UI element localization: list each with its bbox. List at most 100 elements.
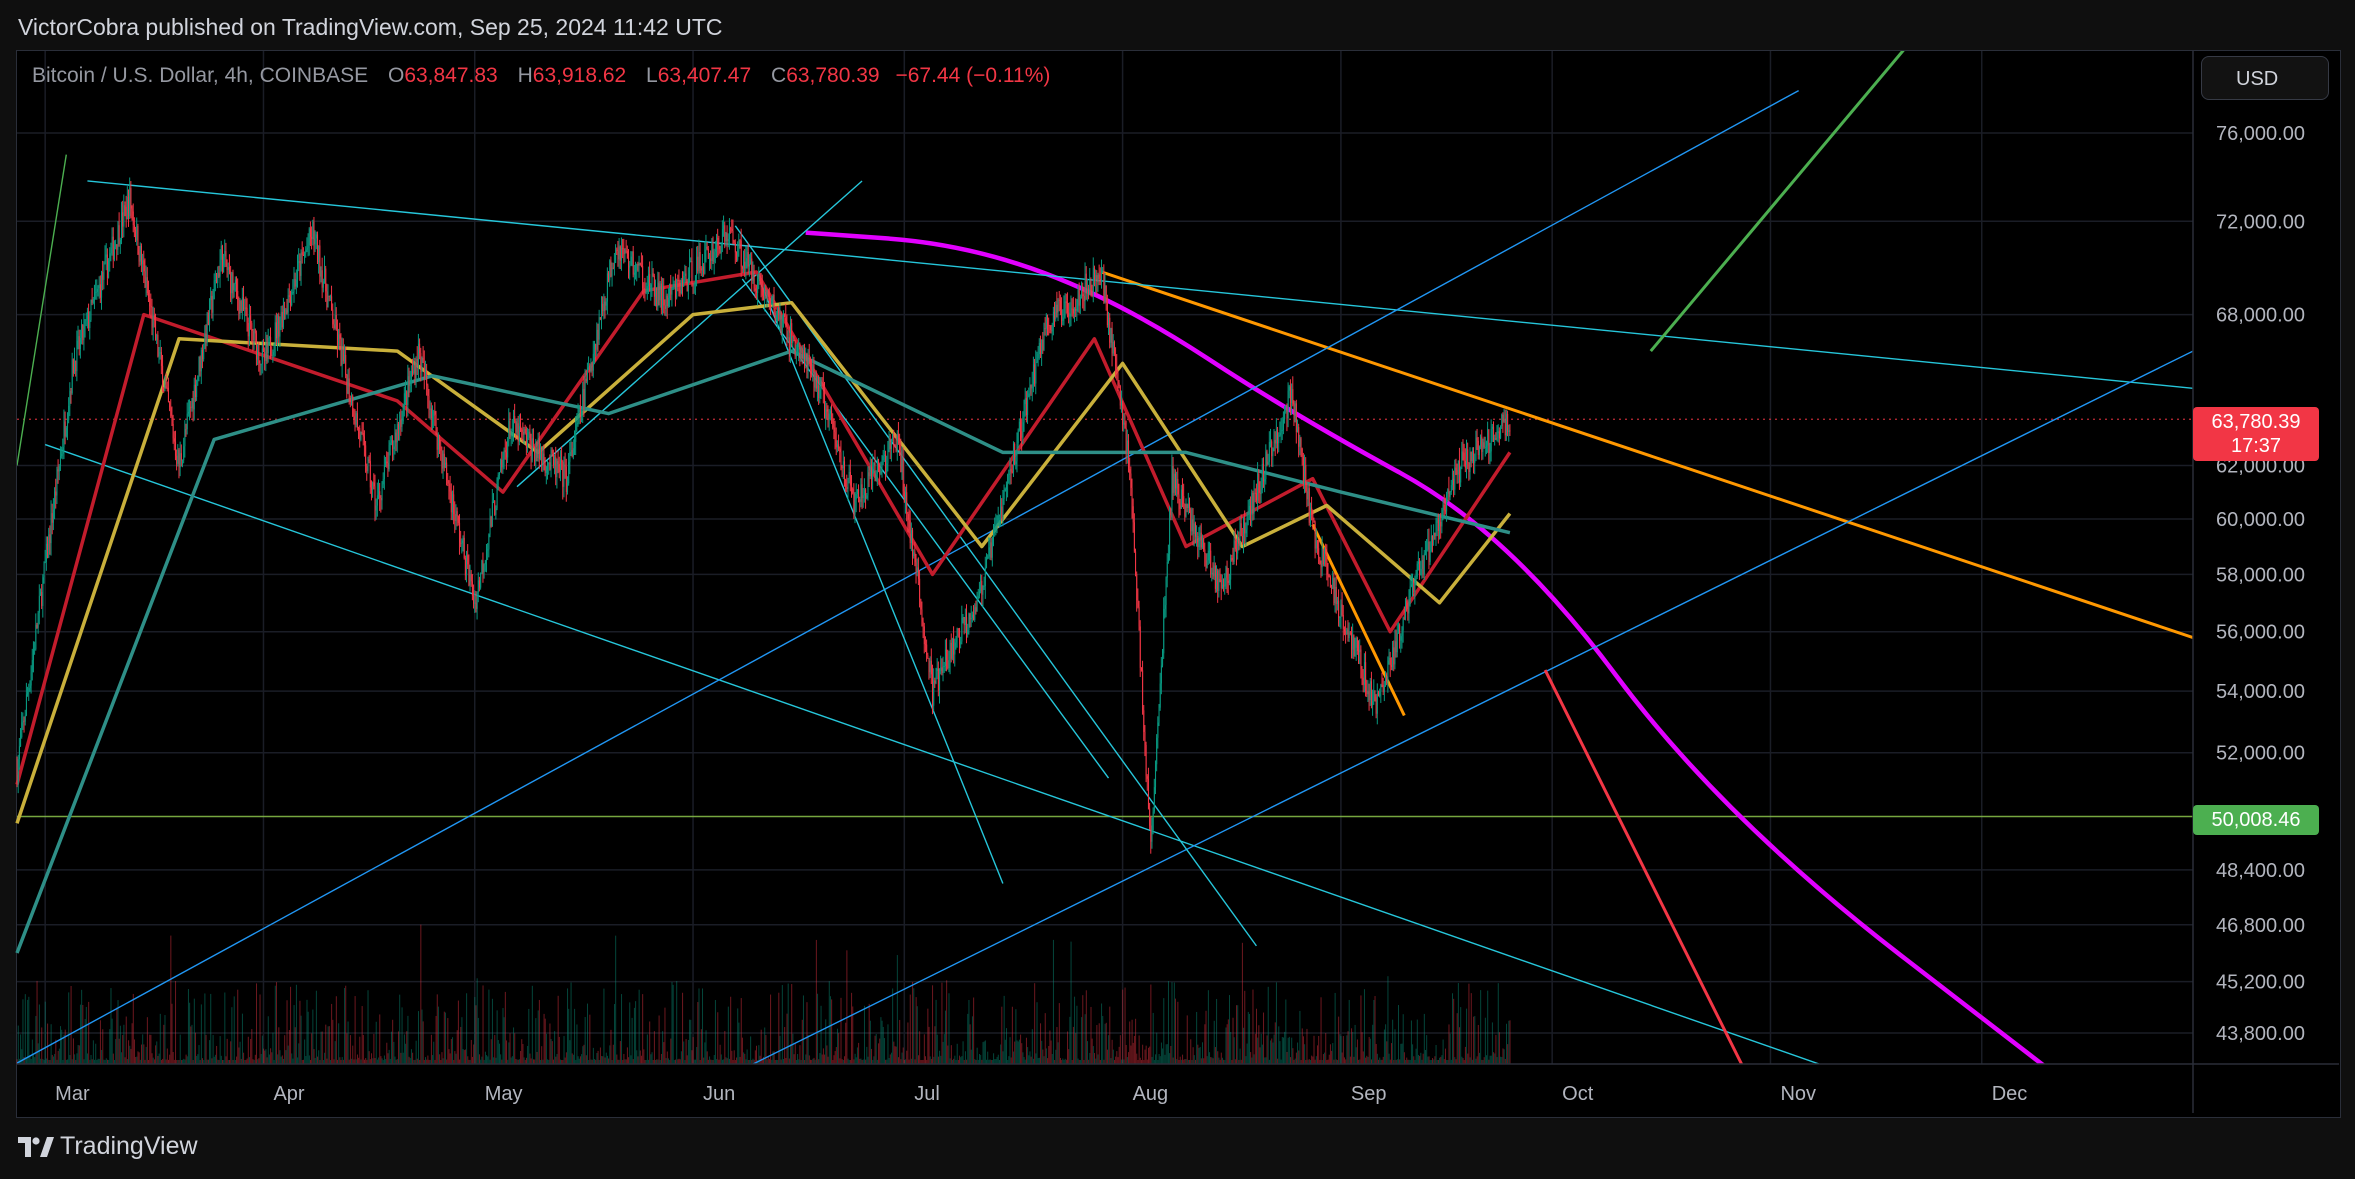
volume-bar — [764, 1027, 766, 1064]
volume-bar — [444, 1012, 446, 1064]
volume-bar — [167, 1059, 169, 1064]
volume-bar — [199, 1059, 201, 1064]
volume-bar — [1220, 1052, 1222, 1064]
volume-bar — [1184, 1059, 1186, 1064]
candle-body — [1332, 577, 1334, 589]
volume-bar — [144, 1059, 146, 1064]
candle-body — [1015, 461, 1017, 465]
candle-body — [1108, 317, 1110, 326]
volume-bar — [378, 1057, 380, 1064]
candle-body — [347, 378, 349, 394]
candle-body — [394, 432, 396, 447]
volume-bar — [207, 1059, 209, 1064]
volume-bar — [1420, 1052, 1422, 1064]
volume-bar — [698, 988, 700, 1064]
candle-body — [1214, 565, 1216, 589]
volume-bar — [648, 1059, 650, 1064]
candle-body — [1237, 540, 1239, 554]
candle-body — [202, 349, 204, 360]
volume-bar — [1129, 1021, 1131, 1064]
volume-bar — [1371, 1059, 1373, 1064]
candle-body — [23, 720, 25, 722]
candle-body — [731, 229, 733, 231]
candle-body — [670, 284, 672, 295]
candle-body — [1425, 550, 1427, 554]
candle-body — [367, 459, 369, 472]
volume-bar — [1072, 1026, 1074, 1064]
volume-bar — [40, 1058, 42, 1064]
volume-bar — [900, 1059, 902, 1064]
candle-body — [741, 266, 743, 269]
candle-body — [537, 438, 539, 458]
candle-body — [629, 265, 631, 268]
volume-bar — [133, 1039, 135, 1064]
volume-bar — [879, 1038, 881, 1064]
candle-body — [720, 243, 722, 254]
volume-bar — [469, 1059, 471, 1064]
volume-bar — [1362, 1051, 1364, 1064]
candle-body — [259, 363, 261, 365]
volume-bar — [979, 1053, 981, 1064]
candle-body — [1103, 271, 1105, 303]
volume-bar — [637, 1056, 639, 1064]
volume-bar — [112, 1053, 114, 1064]
volume-bar — [1075, 1033, 1077, 1064]
volume-bar — [426, 1059, 428, 1064]
volume-bar — [1333, 1059, 1335, 1064]
candle-body — [178, 449, 180, 468]
volume-bar — [1366, 1055, 1368, 1064]
candle-body — [135, 229, 137, 241]
volume-bar — [22, 999, 24, 1064]
candle-body — [1078, 290, 1080, 306]
candle-body — [1298, 427, 1300, 447]
currency-button[interactable]: USD — [2201, 56, 2329, 100]
volume-bar — [555, 1056, 557, 1064]
low-label: L — [646, 64, 658, 87]
volume-bar — [109, 1029, 111, 1064]
candle-body — [275, 322, 277, 339]
candle-body — [617, 250, 619, 260]
volume-bar — [498, 1043, 500, 1064]
candle-body — [138, 254, 140, 262]
candle-body — [1163, 608, 1165, 654]
volume-bar — [1374, 996, 1376, 1064]
candle-body — [306, 247, 308, 250]
high-value: 63,918.62 — [532, 64, 627, 87]
candle-body — [799, 348, 801, 360]
volume-bar — [302, 1059, 304, 1064]
volume-bar — [1306, 1028, 1308, 1064]
candle-body — [719, 249, 721, 254]
candle-body — [797, 349, 799, 352]
volume-bar — [1217, 1051, 1219, 1064]
candle-body — [252, 330, 254, 341]
symbol-legend[interactable]: Bitcoin / U.S. Dollar, 4h, COINBASE O63,… — [32, 64, 1050, 88]
volume-bar — [578, 1058, 580, 1064]
volume-bar — [155, 1045, 157, 1064]
candle-body — [1362, 677, 1364, 685]
trend-line — [741, 278, 1110, 779]
volume-bar — [1038, 1057, 1040, 1064]
volume-bar — [1274, 1022, 1276, 1064]
candle-body — [1469, 452, 1471, 473]
candle-body — [426, 372, 428, 386]
candle-body — [88, 311, 90, 329]
candle-body — [245, 307, 247, 309]
volume-bar — [1144, 1049, 1146, 1064]
candle-body — [136, 225, 138, 241]
volume-bar — [102, 1029, 104, 1064]
candle-body — [1119, 386, 1121, 406]
candle-body — [548, 462, 550, 465]
candle-body — [18, 746, 20, 760]
volume-bar — [984, 1040, 986, 1064]
candle-body — [859, 499, 861, 502]
volume-bar — [720, 1054, 722, 1064]
chart-frame[interactable] — [16, 50, 2341, 1118]
candle-body — [631, 251, 633, 257]
footer-brand[interactable]: TradingView — [18, 1132, 198, 1161]
volume-bar — [744, 1053, 746, 1064]
volume-bar — [1241, 942, 1243, 1064]
volume-bar — [574, 1008, 576, 1064]
candle-body — [473, 595, 475, 604]
volume-bar — [488, 989, 490, 1064]
